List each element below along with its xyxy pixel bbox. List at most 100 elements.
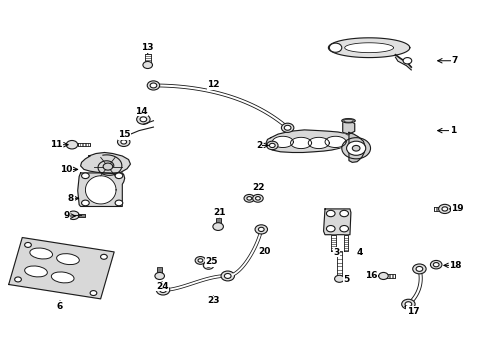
Polygon shape <box>395 55 410 70</box>
Text: 18: 18 <box>448 261 461 270</box>
Ellipse shape <box>51 272 74 283</box>
Circle shape <box>66 140 78 149</box>
Circle shape <box>147 81 160 90</box>
Ellipse shape <box>57 254 79 265</box>
Polygon shape <box>78 173 124 207</box>
Circle shape <box>15 277 21 282</box>
Text: 13: 13 <box>141 43 154 52</box>
Text: 6: 6 <box>57 302 63 311</box>
Circle shape <box>67 211 79 220</box>
Circle shape <box>281 123 293 132</box>
Circle shape <box>198 259 203 262</box>
Circle shape <box>438 204 450 213</box>
Text: 7: 7 <box>450 56 457 65</box>
Circle shape <box>115 200 122 206</box>
Polygon shape <box>330 235 335 251</box>
Circle shape <box>203 261 213 269</box>
Text: 1: 1 <box>449 126 455 135</box>
Text: 2: 2 <box>255 141 262 150</box>
Circle shape <box>351 145 359 151</box>
Circle shape <box>101 255 107 259</box>
Circle shape <box>328 43 341 52</box>
Circle shape <box>255 225 267 234</box>
Polygon shape <box>265 130 349 153</box>
Circle shape <box>81 173 89 179</box>
Circle shape <box>412 264 425 274</box>
Circle shape <box>334 275 344 282</box>
Polygon shape <box>323 209 350 235</box>
Circle shape <box>415 266 422 271</box>
Ellipse shape <box>341 118 354 123</box>
Circle shape <box>195 257 205 264</box>
Text: 5: 5 <box>343 275 349 284</box>
Circle shape <box>90 291 97 296</box>
Text: 16: 16 <box>365 271 377 280</box>
Circle shape <box>429 260 441 269</box>
Circle shape <box>206 264 210 267</box>
Polygon shape <box>144 54 150 63</box>
Ellipse shape <box>30 248 52 259</box>
Circle shape <box>402 58 411 64</box>
Text: 22: 22 <box>252 183 264 192</box>
Polygon shape <box>433 207 444 211</box>
Text: 17: 17 <box>406 307 419 316</box>
Circle shape <box>136 114 150 124</box>
Circle shape <box>160 288 166 293</box>
Polygon shape <box>215 218 220 226</box>
Text: 3: 3 <box>333 248 339 257</box>
Text: 19: 19 <box>450 204 463 213</box>
Circle shape <box>326 225 334 232</box>
Circle shape <box>115 173 122 179</box>
Polygon shape <box>325 136 346 148</box>
Circle shape <box>441 207 447 211</box>
Polygon shape <box>81 153 130 174</box>
Polygon shape <box>348 132 365 162</box>
Polygon shape <box>290 137 311 149</box>
Text: 15: 15 <box>118 130 131 139</box>
Text: 25: 25 <box>205 257 218 266</box>
Circle shape <box>341 138 370 159</box>
Circle shape <box>81 200 89 206</box>
Circle shape <box>258 227 264 231</box>
Polygon shape <box>157 267 162 276</box>
Circle shape <box>284 125 290 130</box>
Polygon shape <box>78 214 85 217</box>
Polygon shape <box>383 274 395 278</box>
Polygon shape <box>328 38 409 58</box>
Text: 8: 8 <box>68 194 74 203</box>
Text: 9: 9 <box>63 211 69 220</box>
Circle shape <box>266 141 278 150</box>
Circle shape <box>346 141 365 155</box>
Polygon shape <box>272 136 293 148</box>
Circle shape <box>269 143 275 148</box>
Text: 12: 12 <box>207 80 219 89</box>
Text: 20: 20 <box>258 247 270 256</box>
Text: 11: 11 <box>50 140 63 149</box>
Circle shape <box>404 302 411 307</box>
Circle shape <box>142 62 152 68</box>
Polygon shape <box>343 235 348 251</box>
Text: 4: 4 <box>356 248 362 257</box>
Polygon shape <box>344 43 393 53</box>
Circle shape <box>140 117 146 122</box>
Circle shape <box>401 299 414 309</box>
Circle shape <box>246 197 251 200</box>
Polygon shape <box>85 176 116 204</box>
Text: 24: 24 <box>156 282 168 291</box>
Ellipse shape <box>24 266 47 277</box>
Polygon shape <box>342 121 354 134</box>
Circle shape <box>224 274 231 278</box>
Circle shape <box>117 137 130 147</box>
Circle shape <box>255 197 260 200</box>
Polygon shape <box>336 251 341 278</box>
Text: 23: 23 <box>207 296 219 305</box>
Circle shape <box>244 194 254 202</box>
Circle shape <box>378 273 387 279</box>
Circle shape <box>156 285 169 295</box>
Circle shape <box>339 210 348 217</box>
Polygon shape <box>78 143 90 146</box>
Circle shape <box>326 210 334 217</box>
Text: 14: 14 <box>135 107 147 116</box>
Circle shape <box>339 225 348 232</box>
Circle shape <box>103 163 112 170</box>
